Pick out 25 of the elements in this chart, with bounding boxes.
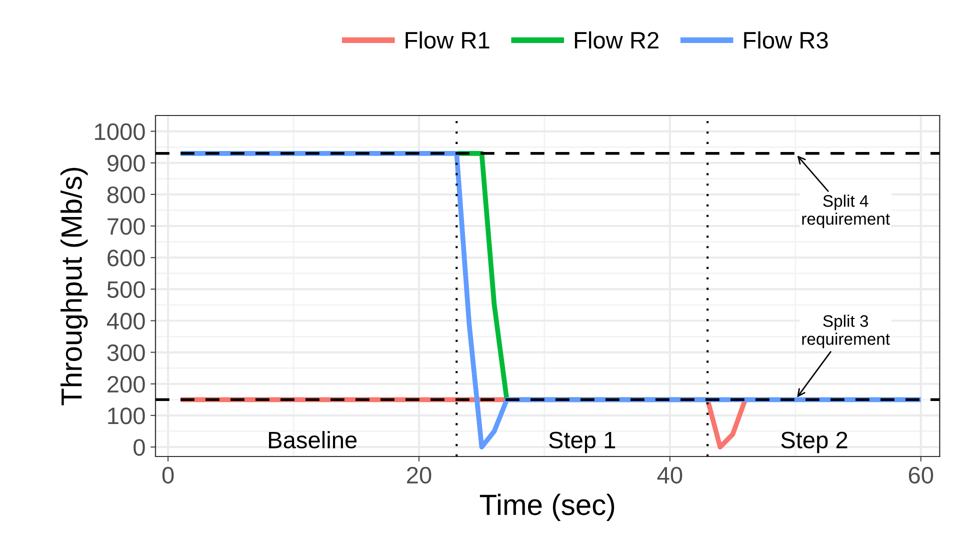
y-tick-label: 500 bbox=[107, 281, 145, 298]
legend-label: Flow R2 bbox=[574, 31, 658, 49]
y-tick-label: 700 bbox=[108, 218, 145, 235]
x-tick-label: 60 bbox=[908, 466, 934, 484]
y-tick-label: 100 bbox=[108, 408, 145, 424]
y-tick-label: 300 bbox=[107, 344, 145, 362]
annotation: Step 2 bbox=[781, 432, 848, 454]
x-axis-title: Time (sec) bbox=[480, 494, 614, 521]
x-tick-label: 0 bbox=[162, 466, 174, 484]
y-tick-label: 900 bbox=[107, 154, 145, 172]
y-tick-label: 0 bbox=[134, 439, 145, 456]
y-tick-label: 800 bbox=[107, 186, 145, 204]
legend-label: Flow R3 bbox=[744, 31, 828, 49]
annotation: Step 1 bbox=[549, 432, 616, 454]
y-axis-title: Throughput (Mb/s) bbox=[60, 168, 88, 406]
y-tick-label: 1000 bbox=[95, 123, 145, 140]
y-tick-label: 400 bbox=[106, 312, 145, 330]
annotation: Split 3 requirement bbox=[802, 314, 890, 348]
annotation: Split 4 requirement bbox=[802, 194, 890, 228]
y-tick-label: 200 bbox=[108, 376, 145, 393]
x-tick-label: 20 bbox=[407, 466, 432, 484]
x-tick-label: 40 bbox=[657, 466, 682, 484]
y-tick-label: 600 bbox=[108, 250, 145, 266]
legend-label: Flow R1 bbox=[406, 31, 490, 49]
annotation: Baseline bbox=[268, 431, 357, 448]
